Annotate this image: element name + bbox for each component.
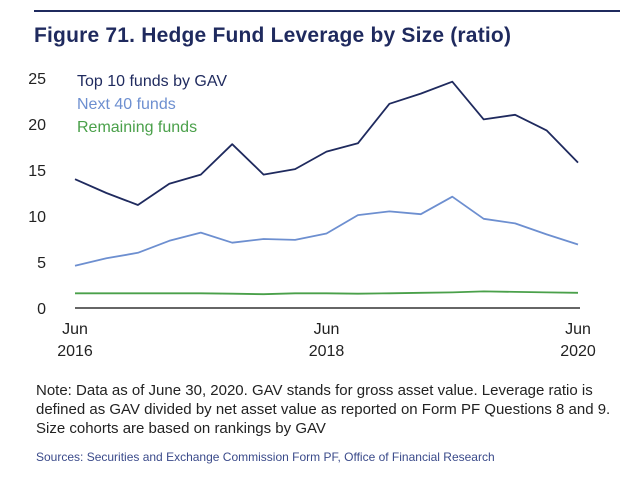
y-axis: 0 5 10 15 20 25 bbox=[28, 71, 46, 318]
x-tick-label-month: Jun bbox=[62, 321, 88, 338]
series-line-2 bbox=[75, 290, 579, 296]
figure-note: Note: Data as of June 30, 2020. GAV stan… bbox=[36, 382, 611, 437]
x-tick-label-month: Jun bbox=[314, 321, 340, 338]
series-line-0 bbox=[74, 80, 579, 206]
y-tick-label: 15 bbox=[28, 163, 46, 180]
legend-entry-2: Remaining funds bbox=[77, 119, 197, 136]
chart-legend: Top 10 funds by GAV Next 40 funds Remainin… bbox=[77, 73, 227, 136]
series-line-1 bbox=[74, 195, 579, 267]
legend-entry-1: Next 40 funds bbox=[77, 96, 176, 113]
y-tick-label: 0 bbox=[37, 301, 46, 318]
series-lines bbox=[74, 80, 579, 296]
line-chart: 0 5 10 15 20 25 Top 10 funds by GAV Next 40 fu… bbox=[28, 71, 596, 360]
legend-entry-0: Top 10 funds by GAV bbox=[77, 73, 227, 90]
x-tick-label-month: Jun bbox=[565, 321, 591, 338]
x-tick-label-year: 2018 bbox=[309, 343, 345, 360]
x-axis: Jun 2016 Jun 2018 Jun 2020 bbox=[57, 307, 596, 360]
y-tick-label: 5 bbox=[37, 255, 46, 272]
figure-sources: Sources: Securities and Exchange Commiss… bbox=[36, 450, 495, 464]
y-tick-label: 10 bbox=[28, 209, 46, 226]
y-tick-label: 25 bbox=[28, 71, 46, 88]
x-tick-label-year: 2016 bbox=[57, 343, 93, 360]
y-tick-label: 20 bbox=[28, 117, 46, 134]
title-rule bbox=[34, 10, 620, 12]
x-tick-label-year: 2020 bbox=[560, 343, 596, 360]
figure-title: Figure 71. Hedge Fund Leverage by Size (… bbox=[34, 24, 512, 47]
